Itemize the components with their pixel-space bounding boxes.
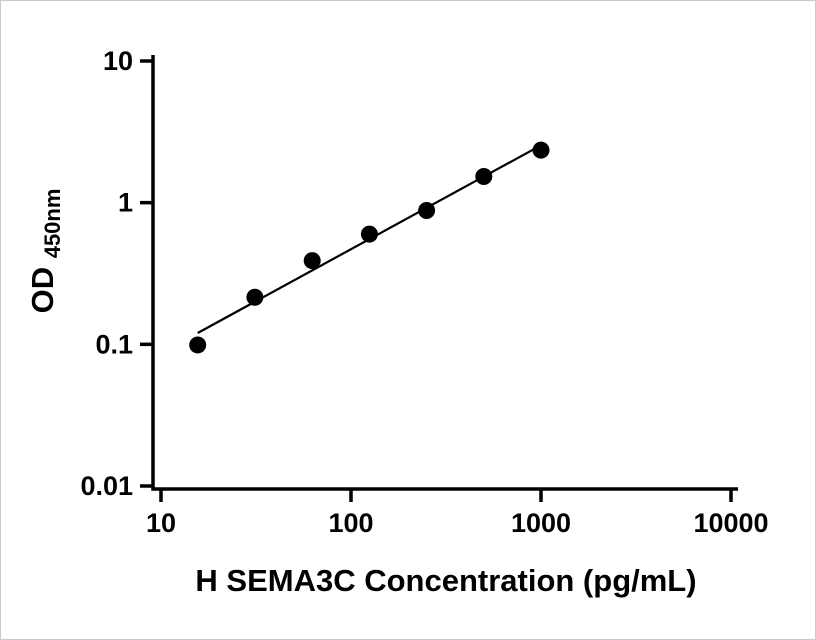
axes-layer: 10 100 1000 10000 0.01 0.1 1 10 bbox=[80, 46, 768, 538]
data-point bbox=[532, 141, 550, 159]
y-tick-label: 0.01 bbox=[80, 471, 133, 501]
y-axis-title-main: OD bbox=[25, 267, 60, 314]
data-point bbox=[303, 252, 321, 270]
y-axis-title-sub: 450nm bbox=[40, 189, 65, 259]
y-tick-label: 10 bbox=[103, 46, 133, 76]
y-axis-title: OD 450nm bbox=[25, 189, 65, 314]
data-point bbox=[418, 202, 436, 220]
x-axis-title: H SEMA3C Concentration (pg/mL) bbox=[195, 563, 696, 598]
data-point bbox=[360, 225, 378, 243]
x-tick-label: 10000 bbox=[693, 508, 768, 538]
x-tick-label: 100 bbox=[328, 508, 373, 538]
y-tick-label: 1 bbox=[118, 188, 133, 218]
axis-frame bbox=[151, 55, 738, 491]
data-point bbox=[246, 288, 264, 306]
x-tick-label: 10 bbox=[146, 508, 176, 538]
plot-layer bbox=[189, 141, 550, 354]
data-point bbox=[475, 168, 493, 186]
data-point bbox=[189, 336, 207, 354]
x-tick-label: 1000 bbox=[511, 508, 571, 538]
y-tick-label: 0.1 bbox=[95, 329, 133, 359]
